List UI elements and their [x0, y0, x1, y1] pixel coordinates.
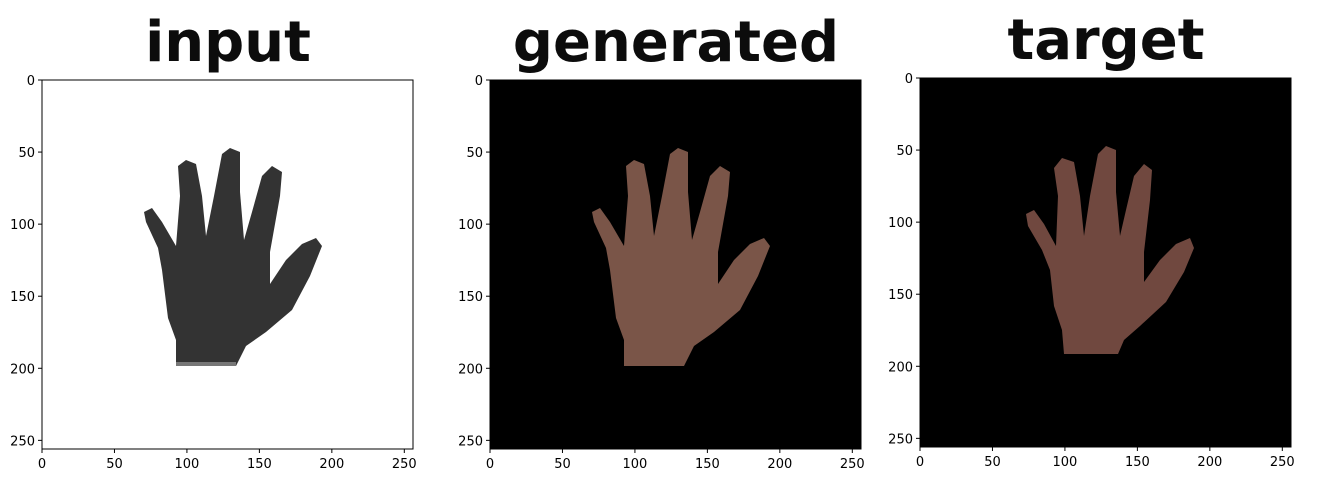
y-tick-label: 0: [475, 74, 483, 89]
y-tick-label: 100: [458, 218, 483, 233]
x-tick-label: 0: [916, 455, 924, 470]
panel-generated: 0 50 100 150 200 250 0 50 100 150 200 250: [448, 0, 868, 487]
wrist-band: [176, 362, 236, 366]
x-tick-label: 250: [1270, 455, 1295, 470]
hand-silhouette: [1026, 146, 1194, 354]
y-tick-label: 200: [888, 360, 913, 375]
x-tick-label: 100: [1053, 455, 1078, 470]
panel-title-input: input: [145, 10, 311, 75]
hand-silhouette: [144, 148, 322, 366]
x-tick-label: 0: [38, 457, 46, 472]
y-tick-label: 250: [888, 432, 913, 447]
panel-input: 0 50 100 150 200 250 0 50 100 150 200 250: [0, 0, 420, 487]
hand-silhouette: [592, 148, 770, 366]
y-tick-label: 50: [18, 146, 35, 161]
x-tick-label: 250: [840, 457, 865, 472]
x-tick-label: 150: [1125, 455, 1150, 470]
y-tick-label: 200: [458, 362, 483, 377]
y-tick-label: 150: [458, 290, 483, 305]
x-tick-label: 250: [392, 457, 417, 472]
y-tick-label: 100: [888, 216, 913, 231]
x-tick-label: 0: [486, 457, 494, 472]
x-tick-label: 150: [247, 457, 272, 472]
x-tick-label: 200: [1197, 455, 1222, 470]
y-tick-label: 0: [27, 74, 35, 89]
x-tick-label: 200: [319, 457, 344, 472]
y-tick-label: 250: [10, 434, 35, 449]
x-tick-label: 150: [695, 457, 720, 472]
panel-title-target: target: [1007, 8, 1205, 73]
y-tick-label: 0: [905, 72, 913, 87]
x-tick-label: 50: [554, 457, 571, 472]
y-tick-label: 200: [10, 362, 35, 377]
x-tick-label: 200: [767, 457, 792, 472]
y-tick-label: 150: [888, 288, 913, 303]
y-tick-label: 150: [10, 290, 35, 305]
y-tick-label: 100: [10, 218, 35, 233]
x-tick-label: 100: [175, 457, 200, 472]
x-tick-label: 100: [623, 457, 648, 472]
y-tick-label: 50: [896, 144, 913, 159]
panel-title-generated: generated: [512, 10, 840, 75]
y-tick-label: 250: [458, 434, 483, 449]
x-tick-label: 50: [984, 455, 1001, 470]
x-tick-label: 50: [106, 457, 123, 472]
y-tick-label: 50: [466, 146, 483, 161]
panel-target: 0 50 100 150 200 250 0 50 100 150 200 250: [878, 0, 1298, 487]
